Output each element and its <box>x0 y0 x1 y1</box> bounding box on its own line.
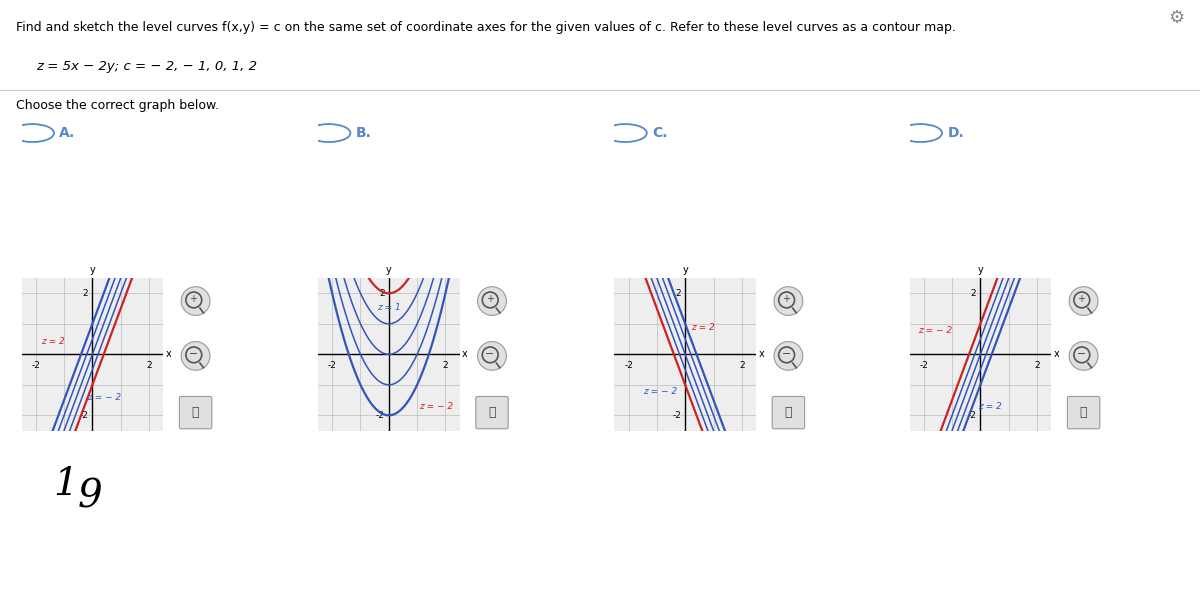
Text: y: y <box>978 265 983 275</box>
Text: 2: 2 <box>379 289 384 298</box>
Text: z = 2: z = 2 <box>978 402 1001 411</box>
Text: −: − <box>188 349 198 359</box>
Text: Find and sketch the level curves f(x,y) = c on the same set of coordinate axes f: Find and sketch the level curves f(x,y) … <box>16 21 955 34</box>
Text: +: + <box>782 294 791 304</box>
Circle shape <box>1069 341 1098 370</box>
Text: 2: 2 <box>83 289 88 298</box>
Text: 9: 9 <box>78 478 102 515</box>
Text: 2: 2 <box>443 361 449 370</box>
Text: z = − 2: z = − 2 <box>643 387 677 396</box>
Text: ⧉: ⧉ <box>1080 406 1087 419</box>
Text: 2: 2 <box>146 361 152 370</box>
Text: +: + <box>190 294 198 304</box>
Text: -2: -2 <box>31 361 40 370</box>
Text: y: y <box>386 265 391 275</box>
Text: C.: C. <box>653 126 667 140</box>
Circle shape <box>478 341 506 370</box>
Text: +: + <box>1078 294 1086 304</box>
Text: -2: -2 <box>328 361 336 370</box>
Text: z = 1: z = 1 <box>378 303 401 312</box>
FancyBboxPatch shape <box>1068 396 1100 429</box>
Text: ⧉: ⧉ <box>192 406 199 419</box>
Text: 2: 2 <box>971 289 976 298</box>
Text: x: x <box>462 349 468 359</box>
Text: -2: -2 <box>919 361 928 370</box>
Text: −: − <box>485 349 494 359</box>
Text: z = 2: z = 2 <box>691 323 715 332</box>
Text: x: x <box>758 349 764 359</box>
Text: z = − 2: z = − 2 <box>86 393 121 402</box>
Text: z = − 2: z = − 2 <box>419 402 452 411</box>
Circle shape <box>478 286 506 315</box>
Text: -2: -2 <box>376 411 384 420</box>
Text: z = 5x − 2y; c = − 2, − 1, 0, 1, 2: z = 5x − 2y; c = − 2, − 1, 0, 1, 2 <box>36 60 257 73</box>
Circle shape <box>181 341 210 370</box>
FancyBboxPatch shape <box>475 396 509 429</box>
Text: +: + <box>486 294 494 304</box>
Text: -2: -2 <box>967 411 976 420</box>
Text: ⚙: ⚙ <box>1169 9 1184 27</box>
Text: ⧉: ⧉ <box>785 406 792 419</box>
Text: -2: -2 <box>672 411 680 420</box>
Text: A.: A. <box>59 126 76 140</box>
Text: x: x <box>166 349 172 359</box>
Text: 1: 1 <box>54 466 78 504</box>
Circle shape <box>1069 286 1098 315</box>
Text: D.: D. <box>948 126 964 140</box>
Text: Choose the correct graph below.: Choose the correct graph below. <box>16 99 218 112</box>
Text: B.: B. <box>356 126 372 140</box>
Circle shape <box>774 341 803 370</box>
Text: ⧉: ⧉ <box>488 406 496 419</box>
Text: z = 2: z = 2 <box>42 337 65 346</box>
Text: −: − <box>781 349 791 359</box>
FancyBboxPatch shape <box>180 396 212 429</box>
FancyBboxPatch shape <box>773 396 805 429</box>
Circle shape <box>774 286 803 315</box>
Text: 2: 2 <box>676 289 680 298</box>
Text: z = − 2: z = − 2 <box>918 326 953 335</box>
Text: -2: -2 <box>624 361 632 370</box>
Text: 2: 2 <box>739 361 745 370</box>
Text: y: y <box>683 265 688 275</box>
Text: x: x <box>1054 349 1060 359</box>
Text: 2: 2 <box>1034 361 1040 370</box>
Circle shape <box>181 286 210 315</box>
Text: −: − <box>1076 349 1086 359</box>
Text: -2: -2 <box>79 411 88 420</box>
Text: y: y <box>90 265 95 275</box>
